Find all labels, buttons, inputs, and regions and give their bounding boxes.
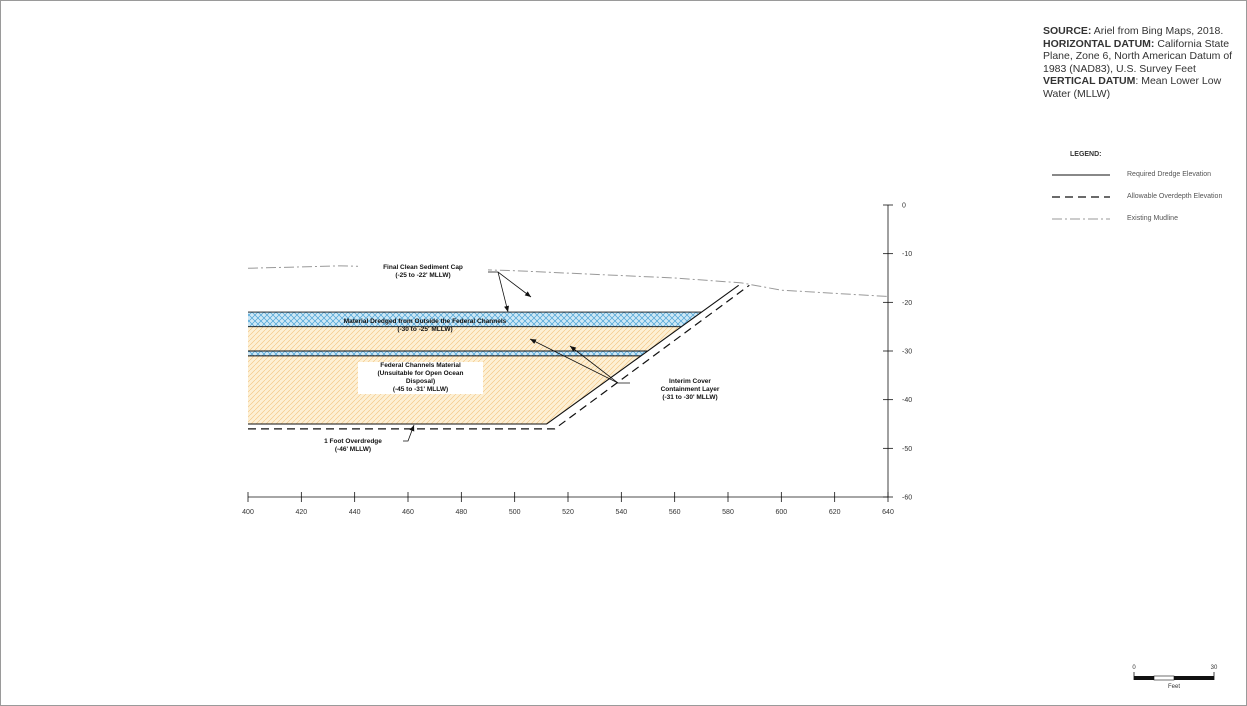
cap-leader-upper-arrowhead: [524, 291, 531, 297]
vertical-datum-key: VERTICAL DATUM: [1043, 75, 1136, 87]
cap-leader-lower-arrowhead: [504, 305, 509, 312]
legend-item-required: Required Dredge Elevation: [1052, 170, 1247, 182]
y-tick-label: 0: [902, 203, 906, 210]
cap-layer: [248, 312, 702, 327]
outside-material-layer: [248, 326, 682, 351]
horizontal-datum-key: HORIZONTAL DATUM:: [1043, 37, 1155, 50]
interim-leader-2: [569, 345, 619, 384]
x-tick-label: 560: [669, 509, 681, 516]
solid-line-icon: [1052, 174, 1110, 176]
outside-elevation: (-30 to -25' MLLW): [397, 326, 453, 333]
cap-leader-upper: [488, 271, 532, 298]
x-tick-label: 400: [242, 509, 254, 516]
x-tick-label: 580: [722, 509, 734, 516]
x-tick-label: 620: [829, 509, 841, 516]
interim-label-2: Containment Layer: [660, 386, 720, 393]
vertical-datum-value: : Mean Lower Low Water (MLLW): [1043, 75, 1222, 100]
outside-label: Material Dredged from Outside the Federa…: [343, 318, 507, 325]
scale-label-max: 30: [1211, 665, 1218, 671]
federal-note-2: Disposal): [405, 378, 436, 385]
dashed-line-icon: [1052, 196, 1110, 198]
federal-elevation: (-45 to -31' MLLW): [392, 386, 449, 393]
source-value: Ariel from Bing Maps, 2018.: [1091, 25, 1224, 37]
scale-bar: 0 30 Feet: [1132, 665, 1218, 690]
overdredge-elevation: (-46' MLLW): [334, 446, 372, 453]
interim-annotation: Interim Cover Containment Layer (-31 to …: [630, 378, 750, 402]
x-tick-label: 440: [349, 509, 361, 516]
legend-label: Required Dredge Elevation: [1127, 171, 1212, 178]
y-tick-label: -20: [902, 300, 912, 307]
y-tick-label: -40: [902, 397, 912, 404]
federal-label: Federal Channels Material: [380, 362, 461, 369]
dashdot-line-icon: [1052, 218, 1110, 220]
required-dredge-line: [248, 284, 739, 425]
legend-item-overdepth: Allowable Overdepth Elevation: [1052, 192, 1247, 204]
datum-notes: SOURCE: Ariel from Bing Maps, 2018. HORI…: [1043, 25, 1243, 100]
y-tick-label: -60: [902, 495, 912, 502]
overdepth-line: [248, 284, 750, 430]
cap-label: Final Clean Sediment Cap: [383, 264, 463, 271]
overdredge-leader-arrowhead: [409, 425, 415, 432]
interim-leader-1-arrowhead: [530, 339, 537, 344]
containment-layer: [248, 351, 648, 356]
x-tick-label: 640: [882, 509, 894, 516]
scale-label-zero: 0: [1132, 665, 1136, 671]
y-tick-label: -10: [902, 251, 912, 258]
interim-leader-2-arrowhead: [570, 346, 577, 352]
x-tick-label: 460: [402, 509, 414, 516]
legend-item-mudline: Existing Mudline: [1052, 214, 1247, 226]
legend-label: Allowable Overdepth Elevation: [1127, 193, 1223, 200]
y-tick-label: -50: [902, 446, 912, 453]
overdredge-annotation: 1 Foot Overdredge (-46' MLLW): [308, 438, 398, 454]
overdredge-label: 1 Foot Overdredge: [324, 438, 382, 445]
outside-annotation: Material Dredged from Outside the Federa…: [305, 318, 545, 334]
cap-elevation: (-25 to -22' MLLW): [395, 272, 451, 279]
cap-leader-lower: [497, 271, 509, 313]
x-tick-label: 540: [615, 509, 627, 516]
x-tick-label: 480: [455, 509, 467, 516]
existing-mudline: [247, 265, 889, 297]
x-tick-label: 600: [775, 509, 787, 516]
x-tick-label: 520: [562, 509, 574, 516]
scale-unit: Feet: [1168, 684, 1180, 690]
y-tick-label: -30: [902, 349, 912, 356]
interim-elevation: (-31 to -30' MLLW): [662, 394, 718, 401]
x-tick-label: 420: [295, 509, 307, 516]
federal-annotation: Federal Channels Material (Unsuitable fo…: [358, 362, 483, 394]
legend-label: Existing Mudline: [1127, 215, 1178, 222]
interim-label: Interim Cover: [669, 378, 711, 385]
federal-note-1: (Unsuitable for Open Ocean: [377, 370, 464, 377]
x-tick-label: 500: [509, 509, 521, 516]
legend-title: LEGEND:: [1070, 151, 1102, 158]
cap-annotation: Final Clean Sediment Cap (-25 to -22' ML…: [358, 264, 488, 280]
horizontal-datum-value: California State Plane, Zone 6, North Am…: [1043, 37, 1233, 75]
source-key: SOURCE:: [1043, 25, 1092, 37]
